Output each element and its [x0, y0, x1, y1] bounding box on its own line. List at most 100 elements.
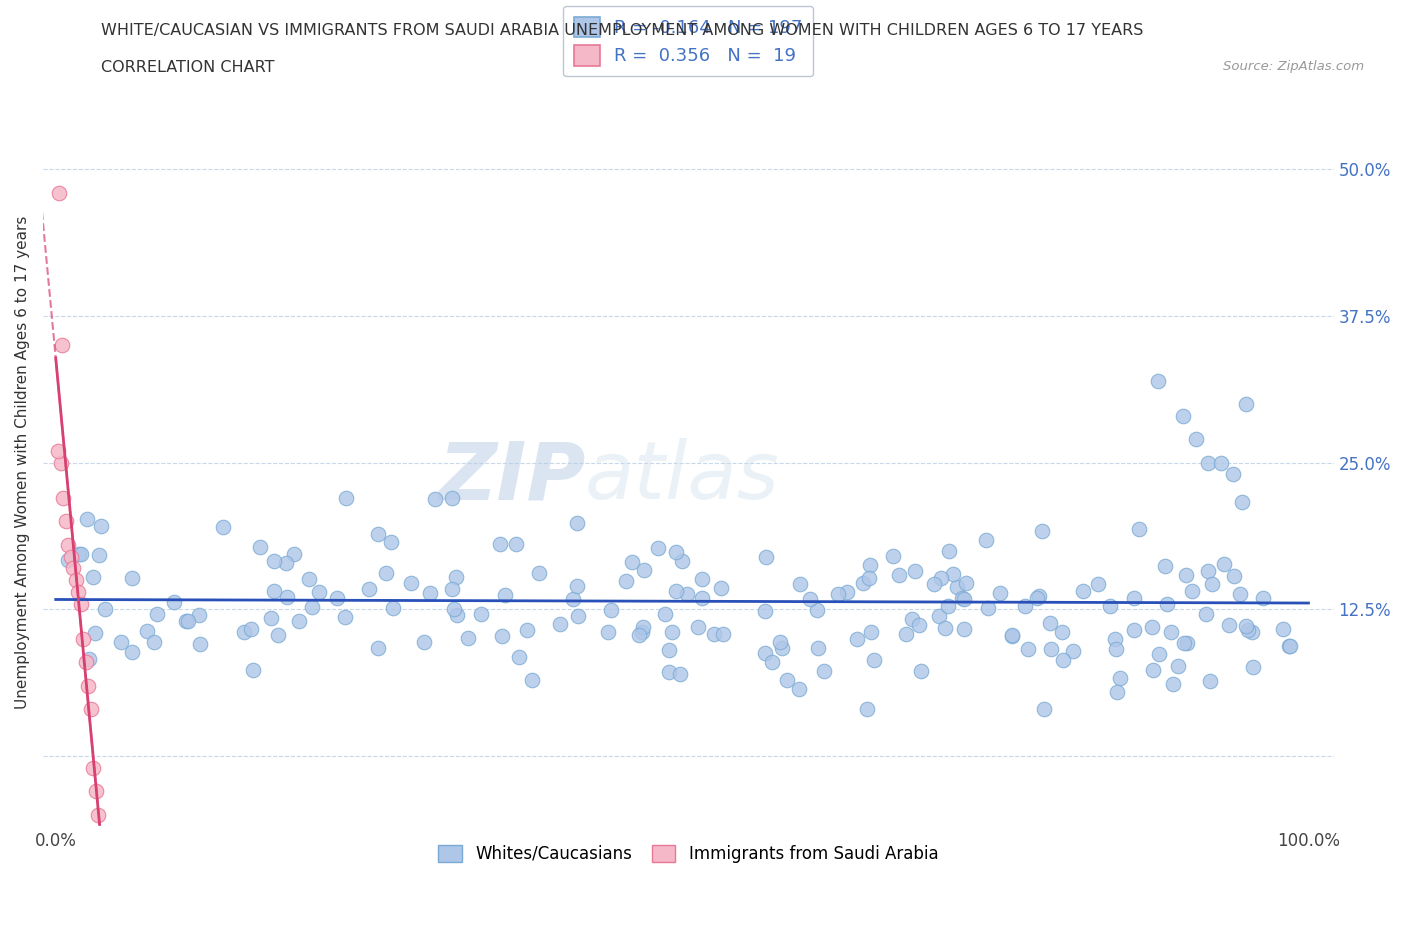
Point [1201, 577, 1223, 591]
Point [444, 569, 467, 584]
Point [380, 535, 402, 550]
Point [806, 603, 828, 618]
Point [357, 581, 380, 596]
Point [55, 514, 77, 529]
Point [283, 546, 305, 561]
Point [934, 621, 956, 636]
Point [51, 338, 73, 352]
Point [769, 634, 792, 649]
Point [1230, 495, 1253, 510]
Point [938, 598, 960, 613]
Point [1234, 618, 1257, 633]
Point [1122, 591, 1144, 605]
Point [665, 583, 688, 598]
Point [669, 667, 692, 682]
Point [1039, 616, 1062, 631]
Point [562, 591, 585, 606]
Point [1071, 583, 1094, 598]
Text: ZIP: ZIP [437, 438, 585, 516]
Point [945, 579, 967, 594]
Point [211, 520, 233, 535]
Point [654, 607, 676, 622]
Point [754, 645, 776, 660]
Point [374, 565, 396, 580]
Point [631, 619, 654, 634]
Point [1175, 567, 1198, 582]
Point [240, 621, 263, 636]
Point [1173, 408, 1195, 423]
Point [441, 581, 464, 596]
Point [69, 596, 91, 611]
Point [770, 641, 793, 656]
Point [1014, 599, 1036, 614]
Point [1251, 591, 1274, 605]
Point [136, 623, 159, 638]
Point [276, 590, 298, 604]
Point [827, 587, 849, 602]
Point [177, 614, 200, 629]
Point [1104, 631, 1126, 646]
Point [1241, 624, 1264, 639]
Point [1122, 623, 1144, 638]
Point [1142, 662, 1164, 677]
Point [1195, 606, 1218, 621]
Point [600, 603, 623, 618]
Point [565, 578, 588, 593]
Point [1028, 589, 1050, 604]
Point [633, 563, 655, 578]
Point [1052, 652, 1074, 667]
Point [76, 512, 98, 526]
Point [443, 602, 465, 617]
Point [789, 682, 811, 697]
Point [859, 557, 882, 572]
Point [754, 604, 776, 618]
Point [596, 624, 619, 639]
Point [298, 572, 321, 587]
Point [676, 587, 699, 602]
Point [1128, 522, 1150, 537]
Point [658, 643, 681, 658]
Text: atlas: atlas [585, 438, 780, 516]
Point [863, 653, 886, 668]
Point [267, 628, 290, 643]
Point [188, 637, 211, 652]
Point [72, 631, 94, 646]
Point [413, 635, 436, 650]
Point [121, 571, 143, 586]
Point [1175, 635, 1198, 650]
Point [859, 624, 882, 639]
Point [82, 761, 104, 776]
Point [58, 552, 80, 567]
Point [974, 533, 997, 548]
Point [955, 575, 977, 590]
Point [1241, 660, 1264, 675]
Point [690, 591, 713, 606]
Point [77, 652, 100, 667]
Point [232, 625, 254, 640]
Point [621, 554, 644, 569]
Point [1026, 591, 1049, 605]
Point [1105, 642, 1128, 657]
Point [1001, 628, 1024, 643]
Point [83, 626, 105, 641]
Point [1279, 639, 1302, 654]
Point [658, 664, 681, 679]
Point [671, 553, 693, 568]
Point [423, 492, 446, 507]
Point [146, 607, 169, 622]
Point [1181, 583, 1204, 598]
Point [835, 585, 858, 600]
Point [1147, 373, 1170, 388]
Point [1209, 456, 1232, 471]
Point [929, 570, 952, 585]
Point [846, 631, 869, 646]
Point [988, 586, 1011, 601]
Point [688, 619, 710, 634]
Point [520, 672, 543, 687]
Point [1017, 641, 1039, 656]
Point [711, 627, 734, 642]
Point [1234, 396, 1257, 411]
Point [710, 581, 733, 596]
Point [489, 537, 512, 551]
Point [48, 185, 70, 200]
